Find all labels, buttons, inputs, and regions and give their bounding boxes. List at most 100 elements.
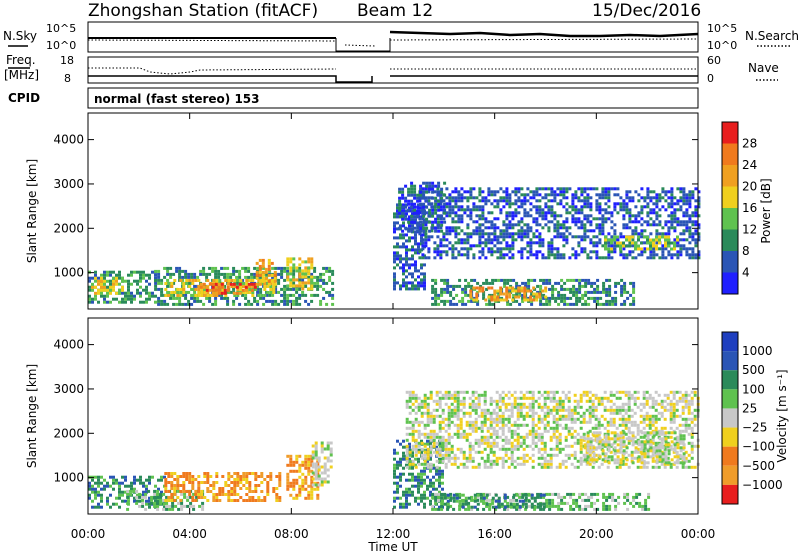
power-cell [595, 244, 599, 248]
power-cell [667, 214, 671, 218]
velocity-cell [434, 495, 438, 499]
velocity-cell [444, 444, 448, 448]
velocity-cell [275, 496, 279, 499]
power-cell [437, 190, 441, 194]
freq-unit-label: [MHz] [4, 68, 39, 82]
velocity-cell [579, 396, 583, 400]
power-cell [145, 285, 148, 289]
power-cell [517, 196, 521, 200]
velocity-cell [564, 408, 568, 412]
power-cell [103, 282, 106, 286]
velocity-cell [266, 493, 270, 496]
velocity-cell [317, 483, 321, 487]
velocity-cell [153, 501, 157, 505]
velocity-cell [408, 411, 412, 415]
velocity-cell [471, 465, 475, 469]
power-cell [463, 196, 467, 200]
velocity-cell [579, 405, 583, 409]
power-cell [667, 244, 670, 248]
power-cell [467, 281, 471, 285]
power-cell [620, 278, 624, 282]
velocity-cell [494, 499, 498, 503]
velocity-cell [522, 417, 526, 421]
power-cell [526, 250, 530, 254]
power-cell [562, 256, 566, 260]
velocity-cell [444, 441, 448, 445]
power-cell [434, 211, 438, 215]
velocity-cell [495, 414, 499, 418]
power-cell [217, 269, 221, 273]
power-cell [673, 229, 677, 233]
power-cell [289, 293, 293, 297]
velocity-cell [549, 426, 553, 430]
power-cell [398, 202, 402, 206]
power-cell [511, 214, 515, 218]
power-cell [127, 282, 130, 286]
velocity-cell [543, 405, 547, 409]
power-cell [596, 290, 600, 294]
power-cell [179, 288, 183, 291]
power-cell [572, 287, 576, 291]
power-cell [682, 229, 686, 233]
velocity-cell [420, 496, 423, 500]
power-cell [557, 290, 561, 294]
velocity-cell [420, 439, 423, 443]
power-cell [88, 285, 91, 289]
velocity-cell [414, 447, 418, 451]
power-cell [148, 282, 151, 286]
velocity-cell [555, 399, 559, 403]
velocity-cell [489, 420, 493, 424]
power-cell [100, 276, 103, 280]
power-cell [673, 196, 677, 200]
power-cell [640, 187, 644, 191]
power-cell [584, 299, 588, 303]
velocity-cell [527, 499, 531, 503]
velocity-cell [411, 466, 414, 470]
power-cell [460, 238, 464, 242]
power-cell [418, 232, 422, 236]
power-cell [571, 202, 575, 206]
velocity-cell [408, 390, 412, 394]
velocity-cell [295, 457, 299, 461]
power-cell [88, 300, 91, 304]
velocity-cell [531, 408, 535, 412]
power-cell [172, 281, 176, 285]
velocity-cell [555, 465, 559, 469]
power-cell [538, 292, 542, 296]
velocity-cell [468, 420, 472, 424]
velocity-cell [420, 493, 423, 497]
power-cell [616, 187, 620, 191]
power-cell [511, 190, 515, 194]
power-cell [676, 244, 680, 248]
velocity-cell [183, 492, 187, 496]
power-cell [118, 273, 121, 277]
power-cell [292, 281, 296, 285]
velocity-cell [317, 459, 321, 463]
velocity-cell [295, 496, 299, 500]
power-cell [664, 223, 668, 227]
power-cell [529, 196, 533, 200]
power-cell [640, 211, 644, 215]
power-cell [157, 296, 161, 300]
y-tick-label: 4000 [53, 133, 84, 147]
power-cell [115, 273, 118, 277]
power-cell [431, 290, 435, 294]
velocity-cell [408, 457, 411, 461]
velocity-cell [414, 465, 418, 469]
power-cell [604, 208, 608, 212]
power-cell [539, 299, 543, 303]
velocity-cell [177, 489, 181, 493]
velocity-cell [555, 444, 559, 448]
power-cell [658, 238, 661, 242]
velocity-cell [97, 493, 100, 497]
power-cell [691, 214, 695, 218]
velocity-cell [153, 492, 157, 496]
power-cell [223, 288, 227, 292]
power-cell [472, 205, 476, 209]
power-cell [538, 208, 542, 212]
power-cell [437, 208, 441, 212]
velocity-cell [307, 466, 311, 470]
velocity-cell [486, 435, 490, 439]
power-cell [205, 272, 209, 276]
power-cell [511, 247, 515, 251]
